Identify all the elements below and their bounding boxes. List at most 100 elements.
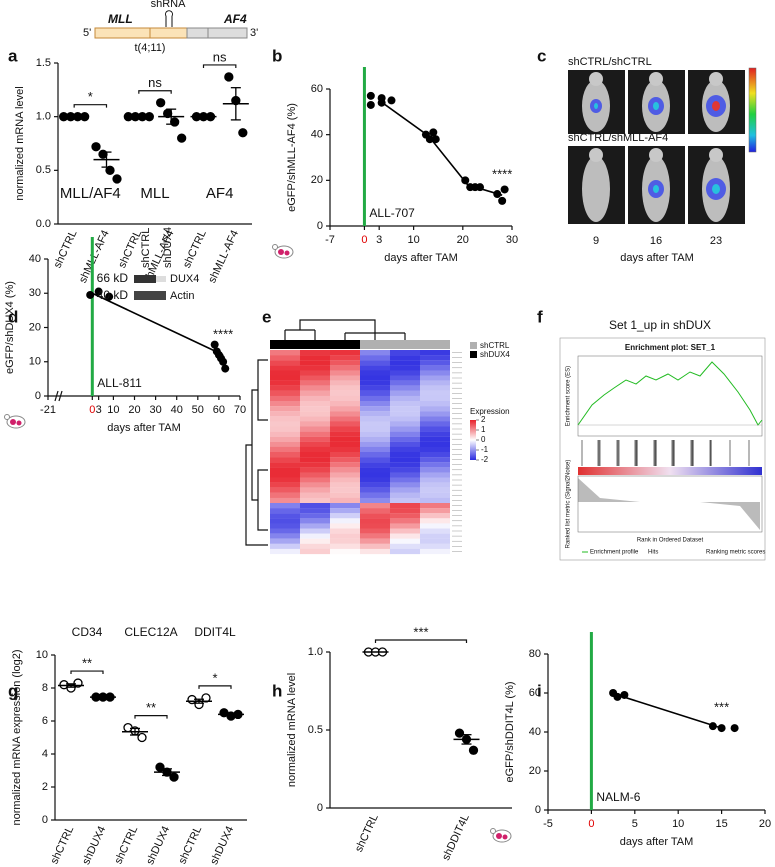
x-tick-label: -7 (325, 234, 335, 246)
data-point (493, 190, 502, 199)
heatmap-cell (360, 492, 390, 498)
y-tick-label: 2 (42, 781, 48, 793)
heatmap-cell (300, 497, 330, 504)
heatmap-cell (420, 518, 450, 524)
data-point (461, 176, 470, 185)
heatmap-cell (420, 548, 450, 555)
heatmap-cell (420, 446, 450, 453)
heatmap-cell (360, 436, 390, 442)
group-label: DDIT4L (194, 625, 236, 639)
heatmap-cell (420, 385, 450, 391)
mouse-icon (496, 833, 502, 839)
heatmap-cell (390, 436, 420, 442)
mouse-icon (284, 250, 290, 256)
significance-label: *** (714, 700, 729, 715)
heatmap-cell (270, 457, 300, 463)
heatmap-cell (360, 355, 390, 361)
rank-gradient (578, 467, 762, 475)
heatmap-cell (270, 472, 300, 478)
mouse-head (649, 72, 663, 86)
heatmap-cell (270, 452, 300, 458)
heatmap-cell (360, 390, 390, 396)
heatmap-cell (360, 406, 390, 412)
error-bar (194, 698, 204, 704)
heatmap-cell (270, 482, 300, 488)
panel-label: f (537, 307, 543, 326)
blot-lane-label: shDUX4 (162, 227, 174, 268)
heatmap-cell (390, 401, 420, 407)
heatmap-cell (420, 380, 450, 386)
heatmap-cell (330, 421, 360, 427)
plot-frame (559, 337, 766, 561)
heatmap-cell (360, 518, 390, 524)
heatmap-cell (420, 395, 450, 402)
mouse-head (589, 72, 603, 86)
x-tick-label: -5 (543, 818, 553, 830)
heatmap-cell (270, 431, 300, 437)
x-tick-label: 20 (457, 234, 469, 246)
heatmap-cell (360, 533, 390, 539)
y-tick-label: 10 (29, 356, 41, 368)
column-bar (270, 340, 360, 349)
colorbar (748, 67, 757, 153)
heatmap-cell (270, 441, 300, 447)
hairpin (165, 10, 173, 27)
mouse-icon (10, 419, 16, 425)
heatmap-cell (390, 431, 420, 437)
axis-label: Enrichment score (ES) (566, 366, 572, 426)
heatmap-cell (330, 365, 360, 371)
heatmap-cell (300, 350, 330, 356)
data-point (156, 98, 166, 108)
day-label: 16 (650, 235, 662, 247)
heatmap-cell (300, 406, 330, 412)
heatmap-cell (360, 477, 390, 483)
signal (712, 101, 720, 111)
heatmap-cell (300, 375, 330, 381)
x-tick-label: 30 (506, 234, 518, 246)
column-bar (360, 340, 450, 349)
signal (653, 102, 659, 110)
heatmap-cell (360, 538, 390, 544)
panel-label: c (537, 46, 546, 65)
heatmap-cell (330, 370, 360, 376)
data-point (155, 762, 165, 772)
heatmap-cell (300, 441, 330, 447)
metric-frame (577, 475, 763, 533)
y-tick-label: 0.5 (308, 724, 323, 736)
heatmap-cell (420, 436, 450, 442)
heatmap-cell (360, 548, 390, 555)
heatmap-cell (300, 533, 330, 539)
heatmap-cell (270, 355, 300, 361)
significance-bracket (134, 715, 168, 719)
x-tick-label: 10 (107, 404, 119, 416)
error-bar (230, 87, 241, 121)
heatmap-cell (420, 452, 450, 458)
heatmap-cell (420, 350, 450, 356)
significance-label: ** (146, 700, 156, 715)
group-label: CD34 (72, 625, 103, 639)
row-label: shCTRL/shMLL-AF4 (568, 132, 668, 144)
heatmap-cell (270, 467, 300, 473)
y-tick-label: 0 (535, 804, 541, 816)
legend-swatch (470, 351, 477, 358)
heatmap-cell (420, 375, 450, 381)
heatmap-cell (330, 452, 360, 458)
heatmap-cell (330, 548, 360, 555)
blot-size-label: 66 kD (97, 271, 129, 285)
heatmap-cell (420, 543, 450, 549)
heatmap-cell (330, 477, 360, 483)
heatmap-cell (420, 538, 450, 544)
heatmap-cell (390, 380, 420, 386)
heatmap-cell (330, 385, 360, 391)
heatmap-cell (390, 426, 420, 432)
x-tick-label: 3 (376, 234, 382, 246)
heatmap-cell (390, 457, 420, 463)
heatmap-cell (270, 401, 300, 407)
heatmap-cell (300, 395, 330, 402)
heatmap-cell (300, 390, 330, 396)
legend-swatch (470, 342, 477, 349)
error-bar (226, 712, 236, 717)
heatmap-cell (390, 395, 420, 402)
heatmap-cell (420, 370, 450, 376)
heatmap-cell (360, 452, 390, 458)
